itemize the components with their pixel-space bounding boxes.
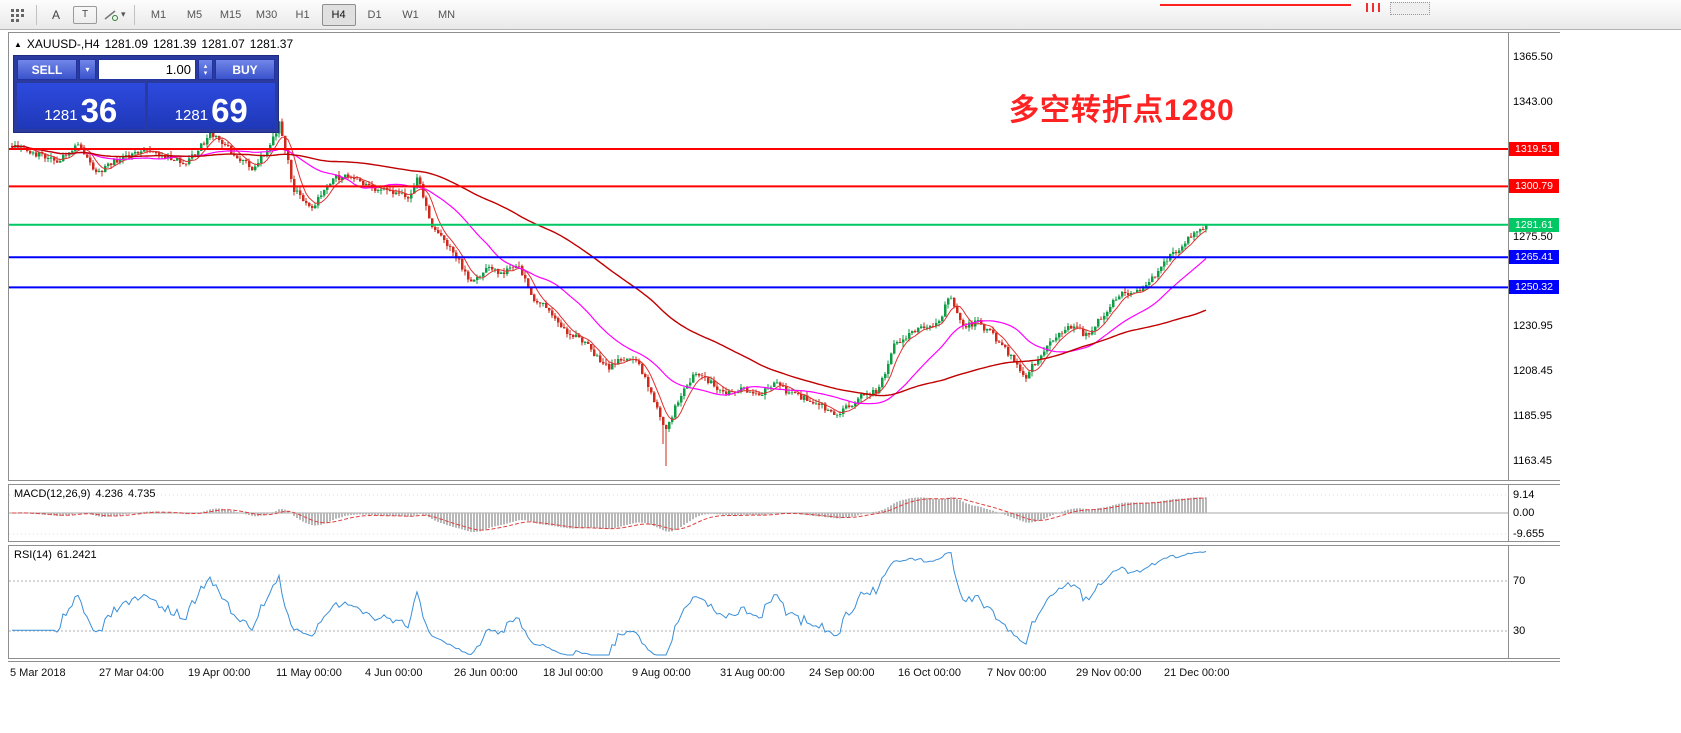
price-tick: 1163.45 [1513,455,1552,467]
lot-dropdown-button[interactable]: ▾ [79,59,96,80]
sell-button[interactable]: SELL [17,59,77,80]
objects-tool[interactable]: ▾ [102,3,127,27]
red-dashes-artifact [1366,3,1382,12]
spinner-up-icon: ▴ [203,62,208,70]
level-price-label: 1300.79 [1509,179,1559,193]
macd-label: MACD(12,26,9) 4.236 4.735 [14,488,160,500]
macd-chart-svg[interactable] [9,485,1508,541]
time-label: 18 Jul 00:00 [543,667,603,679]
time-label: 31 Aug 00:00 [720,667,785,679]
buy-button[interactable]: BUY [215,59,275,80]
timeframe-m5[interactable]: M5 [186,8,203,21]
time-label: 21 Dec 00:00 [1164,667,1230,679]
time-label: 5 Mar 2018 [10,667,66,679]
sell-price-display[interactable]: 1281 36 [17,83,145,129]
toolbar-separator [36,4,37,25]
buy-price-display[interactable]: 1281 69 [147,83,275,129]
toolbar: A T ▾ M1 M5 M15 M30 H1 H4 D1 W1 MN [0,0,1681,30]
level-price-label: 1265.41 [1509,250,1559,264]
drawn-red-line-artifact [1160,4,1351,6]
macd-tick: 0.00 [1513,507,1535,519]
level-price-label: 1319.51 [1509,142,1559,156]
quote-close: 1281.37 [249,37,294,51]
timeframe-m15[interactable]: M15 [219,8,242,21]
ask-main-digits: 1281 [174,106,209,124]
time-label: 11 May 00:00 [276,667,342,679]
toolbar-separator [133,4,135,25]
quote-open: 1281.09 [104,37,148,51]
timeframe-m30[interactable]: M30 [255,8,278,21]
timeframe-h4[interactable]: H4 [321,3,356,26]
rsi-title: RSI(14) [14,549,52,561]
rsi-chart-svg[interactable] [9,546,1508,658]
timeframe-w1[interactable]: W1 [402,8,419,21]
time-label: 7 Nov 00:00 [987,667,1047,679]
chart-annotation-text: 多空转折点1280 [1009,94,1235,127]
ask-big-digits: 69 [211,91,248,129]
lot-spinner[interactable]: ▴ ▾ [198,59,213,80]
quote-low: 1281.07 [201,37,245,51]
chart-grid-icon[interactable] [5,3,29,27]
rsi-panel: RSI(14) 61.2421 70 30 [8,545,1560,659]
symbol-marker-icon: ▲ [14,39,22,49]
main-chart-panel: ▲ XAUUSD-,H4 1281.09 1281.39 1281.07 128… [8,32,1560,481]
text-label-tool[interactable]: A [51,7,60,22]
bid-big-digits: 36 [80,91,118,129]
rsi-value: 61.2421 [56,549,97,561]
time-label: 24 Sep 00:00 [809,667,875,679]
macd-value-signal: 4.735 [127,488,156,500]
time-label: 19 Apr 00:00 [188,667,251,679]
symbol-quote-line: ▲ XAUUSD-,H4 1281.09 1281.39 1281.07 128… [14,37,293,51]
one-click-trading-panel: SELL ▾ ▴ ▾ BUY 1281 36 1281 69 [13,55,279,133]
time-axis[interactable]: 5 Mar 2018 27 Mar 04:00 19 Apr 00:00 11 May… [8,661,1560,684]
trade-controls-row: SELL ▾ ▴ ▾ BUY [17,59,275,80]
chevron-down-icon: ▾ [121,9,126,19]
rsi-tick: 30 [1513,625,1526,637]
timeframe-group: M1 M5 M15 M30 H1 H4 D1 W1 MN [141,3,465,26]
macd-tick: -9.655 [1513,528,1545,540]
macd-tick: 9.14 [1513,489,1535,501]
price-tick: 1208.45 [1513,365,1553,377]
text-box-tool[interactable]: T [73,5,97,24]
price-tick: 1230.95 [1513,320,1553,332]
level-price-label: 1281.61 [1509,218,1559,232]
grid-dots-icon [11,8,24,22]
time-label: 4 Jun 00:00 [365,667,423,679]
price-chart-svg[interactable] [9,33,1508,480]
timeframe-m1[interactable]: M1 [150,8,167,21]
spinner-down-icon: ▾ [203,69,208,77]
macd-panel: MACD(12,26,9) 4.236 4.735 9.14 0.00 -9.655 [8,484,1560,542]
price-tick: 1275.50 [1513,231,1553,243]
symbol-name: XAUUSD-,H4 [26,37,100,51]
time-label: 26 Jun 00:00 [454,667,518,679]
timeframe-d1[interactable]: D1 [367,8,382,21]
time-label: 16 Oct 00:00 [898,667,961,679]
time-label: 27 Mar 04:00 [99,667,164,679]
time-label: 29 Nov 00:00 [1076,667,1142,679]
timeframe-mn[interactable]: MN [437,8,456,21]
rsi-tick: 70 [1513,575,1526,587]
macd-axis [1508,485,1560,541]
price-tick: 1185.95 [1513,410,1552,422]
shapes-icon [104,9,118,21]
level-price-label: 1250.32 [1509,280,1559,294]
price-tick: 1343.00 [1513,96,1553,108]
rsi-axis [1508,546,1560,658]
macd-title: MACD(12,26,9) [14,488,91,500]
rsi-label: RSI(14) 61.2421 [14,549,102,561]
bid-main-digits: 1281 [44,106,78,124]
trade-price-row: 1281 36 1281 69 [17,83,275,129]
price-tick: 1365.50 [1513,51,1553,63]
quote-high: 1281.39 [153,37,197,51]
timeframe-h1[interactable]: H1 [295,8,310,21]
lot-size-input[interactable] [98,59,196,80]
time-label: 9 Aug 00:00 [632,667,691,679]
macd-value-main: 4.236 [95,488,123,500]
toolbar-artifact-box [1390,2,1430,15]
